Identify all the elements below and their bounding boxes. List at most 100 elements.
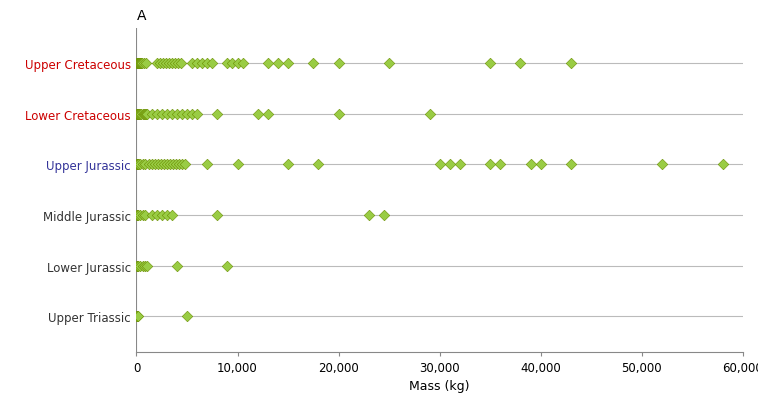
Point (151, 111, 163, 118)
Point (146, 212, 158, 219)
Point (132, 111, 144, 118)
Point (140, 111, 152, 118)
Point (131, 162, 143, 168)
Point (333, 61, 345, 67)
Point (179, 162, 191, 168)
Point (131, 212, 143, 219)
Point (173, 162, 185, 168)
Point (176, 111, 188, 118)
Point (158, 162, 170, 168)
Point (151, 212, 163, 219)
Point (146, 111, 158, 118)
Text: A: A (136, 9, 146, 23)
Point (133, 61, 145, 67)
Point (201, 61, 213, 67)
Point (131, 61, 143, 67)
Point (282, 61, 294, 67)
Point (181, 111, 193, 118)
Point (134, 111, 146, 118)
Point (484, 162, 496, 168)
Point (136, 111, 149, 118)
Point (139, 263, 151, 269)
Point (434, 162, 446, 168)
Point (133, 263, 145, 269)
Point (161, 162, 173, 168)
Point (132, 61, 144, 67)
Point (236, 61, 249, 67)
Point (131, 111, 143, 118)
Point (307, 61, 319, 67)
Point (131, 263, 143, 269)
Point (133, 61, 145, 67)
Point (130, 61, 143, 67)
Point (252, 111, 264, 118)
Point (133, 111, 146, 118)
Point (136, 212, 149, 219)
Point (134, 61, 146, 67)
Point (132, 61, 144, 67)
Point (494, 162, 506, 168)
Point (130, 162, 143, 168)
Point (139, 111, 151, 118)
Point (221, 263, 233, 269)
Point (140, 263, 152, 269)
Point (132, 111, 144, 118)
Point (134, 61, 146, 67)
Point (272, 61, 284, 67)
Point (201, 162, 213, 168)
Point (133, 61, 145, 67)
Point (136, 111, 148, 118)
Point (132, 61, 144, 67)
Point (134, 162, 146, 168)
Point (161, 111, 173, 118)
Point (515, 61, 527, 67)
Point (716, 162, 728, 168)
Point (130, 263, 143, 269)
Point (133, 162, 145, 168)
Point (181, 313, 193, 320)
Point (139, 61, 152, 67)
Point (131, 61, 143, 67)
Point (130, 111, 143, 118)
Point (139, 212, 151, 219)
Point (163, 61, 175, 67)
Point (166, 111, 178, 118)
Point (211, 212, 224, 219)
Point (443, 162, 456, 168)
Point (137, 111, 149, 118)
Point (172, 61, 184, 67)
Point (131, 111, 143, 118)
Point (565, 61, 577, 67)
Point (484, 61, 496, 67)
Point (132, 61, 144, 67)
Point (534, 162, 547, 168)
Point (164, 162, 176, 168)
Point (454, 162, 466, 168)
Point (206, 61, 218, 67)
Point (137, 61, 149, 67)
Point (131, 313, 143, 320)
Point (169, 61, 181, 67)
Point (171, 263, 183, 269)
Point (132, 162, 144, 168)
Point (139, 162, 151, 168)
Point (133, 61, 145, 67)
Point (262, 61, 274, 67)
Point (131, 61, 143, 67)
Point (262, 111, 274, 118)
Point (155, 212, 168, 219)
Point (333, 111, 345, 118)
Point (211, 111, 224, 118)
Point (131, 111, 143, 118)
Point (231, 162, 243, 168)
Point (136, 162, 149, 168)
Point (132, 111, 144, 118)
Point (227, 61, 239, 67)
Point (167, 162, 179, 168)
Point (134, 263, 146, 269)
Point (133, 111, 145, 118)
Point (161, 212, 173, 219)
Point (146, 162, 158, 168)
Point (154, 61, 166, 67)
Point (175, 61, 187, 67)
